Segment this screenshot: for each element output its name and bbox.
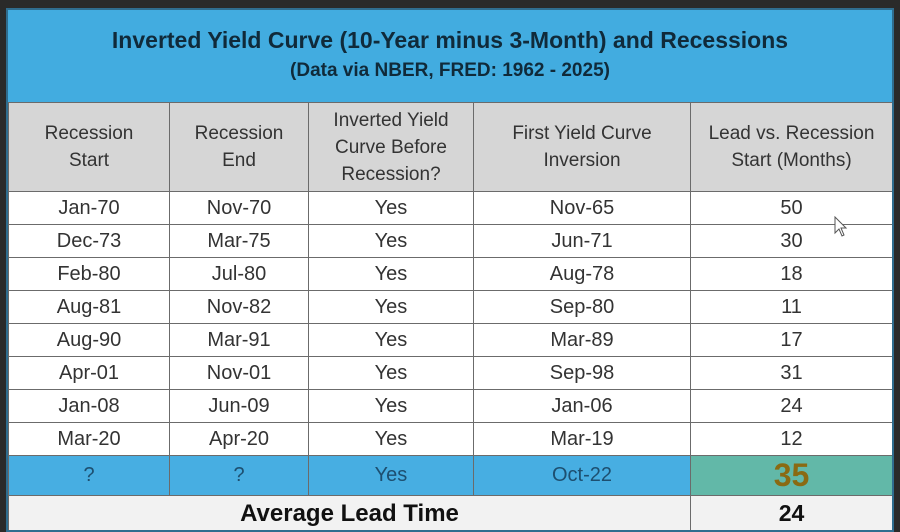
cell-inverted: Yes xyxy=(308,224,474,258)
cell-lead: 50 xyxy=(690,191,892,225)
cell-lead-highlight: 35 xyxy=(690,455,892,496)
header-recession-end: Recession End xyxy=(169,102,309,192)
cell-end: Jun-09 xyxy=(169,389,309,423)
cell-first-inversion: Sep-98 xyxy=(473,356,691,390)
average-row: Average Lead Time 24 xyxy=(8,495,892,530)
cell-start: Mar-20 xyxy=(8,422,170,456)
cell-first-inversion: Sep-80 xyxy=(473,290,691,324)
cell-start: Aug-81 xyxy=(8,290,170,324)
cell-inverted: Yes xyxy=(308,191,474,225)
cell-first-inversion: Mar-19 xyxy=(473,422,691,456)
average-lead-label: Average Lead Time xyxy=(8,495,691,530)
header-lead-months: Lead vs. Recession Start (Months) xyxy=(690,102,892,192)
table-title: Inverted Yield Curve (10-Year minus 3-Mo… xyxy=(111,27,789,53)
cell-end: Nov-70 xyxy=(169,191,309,225)
cell-inverted: Yes xyxy=(308,389,474,423)
cell-inverted: Yes xyxy=(308,356,474,390)
cell-end: Nov-01 xyxy=(169,356,309,390)
recession-table: Recession Start Recession End Inverted Yie… xyxy=(8,102,892,530)
cell-lead: 18 xyxy=(690,257,892,291)
title-bar: Inverted Yield Curve (10-Year minus 3-Mo… xyxy=(8,10,892,104)
cell-lead: 11 xyxy=(690,290,892,324)
cell-start: Jan-70 xyxy=(8,191,170,225)
cell-end: ? xyxy=(169,455,309,496)
cell-lead: 24 xyxy=(690,389,892,423)
table-row: Dec-73 Mar-75 Yes Jun-71 30 xyxy=(8,224,892,258)
cell-inverted: Yes xyxy=(308,422,474,456)
cell-end: Apr-20 xyxy=(169,422,309,456)
table-subtitle: (Data via NBER, FRED: 1962 - 2025) xyxy=(290,60,610,81)
header-recession-start: Recession Start xyxy=(8,102,170,192)
header-inverted-before: Inverted Yield Curve Before Recession? xyxy=(308,102,474,192)
prediction-row: ? ? Yes Oct-22 35 xyxy=(8,455,892,496)
cell-end: Jul-80 xyxy=(169,257,309,291)
cell-end: Mar-91 xyxy=(169,323,309,357)
cell-first-inversion: Nov-65 xyxy=(473,191,691,225)
table-row: Aug-90 Mar-91 Yes Mar-89 17 xyxy=(8,323,892,357)
cell-start: Dec-73 xyxy=(8,224,170,258)
cell-start: Apr-01 xyxy=(8,356,170,390)
cell-lead: 12 xyxy=(690,422,892,456)
cell-start: ? xyxy=(8,455,170,496)
cell-lead: 30 xyxy=(690,224,892,258)
cell-inverted: Yes xyxy=(308,323,474,357)
cell-first-inversion: Mar-89 xyxy=(473,323,691,357)
mouse-pointer-icon xyxy=(834,216,848,237)
cell-end: Nov-82 xyxy=(169,290,309,324)
cell-inverted: Yes xyxy=(308,290,474,324)
header-row: Recession Start Recession End Inverted Yie… xyxy=(8,102,892,192)
cell-first-inversion: Jan-06 xyxy=(473,389,691,423)
cell-lead: 31 xyxy=(690,356,892,390)
cell-start: Aug-90 xyxy=(8,323,170,357)
table-row: Aug-81 Nov-82 Yes Sep-80 11 xyxy=(8,290,892,324)
cell-inverted: Yes xyxy=(308,257,474,291)
cell-start: Feb-80 xyxy=(8,257,170,291)
table-row: Jan-08 Jun-09 Yes Jan-06 24 xyxy=(8,389,892,423)
average-lead-value: 24 xyxy=(690,495,892,530)
table-row: Apr-01 Nov-01 Yes Sep-98 31 xyxy=(8,356,892,390)
cell-first-inversion: Aug-78 xyxy=(473,257,691,291)
table-row: Mar-20 Apr-20 Yes Mar-19 12 xyxy=(8,422,892,456)
yield-curve-table-panel: Inverted Yield Curve (10-Year minus 3-Mo… xyxy=(6,8,894,532)
cell-first-inversion: Jun-71 xyxy=(473,224,691,258)
table-row: Jan-70 Nov-70 Yes Nov-65 50 xyxy=(8,191,892,225)
cell-inverted: Yes xyxy=(308,455,474,496)
table-row: Feb-80 Jul-80 Yes Aug-78 18 xyxy=(8,257,892,291)
cell-end: Mar-75 xyxy=(169,224,309,258)
cell-first-inversion: Oct-22 xyxy=(473,455,691,496)
cell-start: Jan-08 xyxy=(8,389,170,423)
header-first-inversion: First Yield Curve Inversion xyxy=(473,102,691,192)
cell-lead: 17 xyxy=(690,323,892,357)
